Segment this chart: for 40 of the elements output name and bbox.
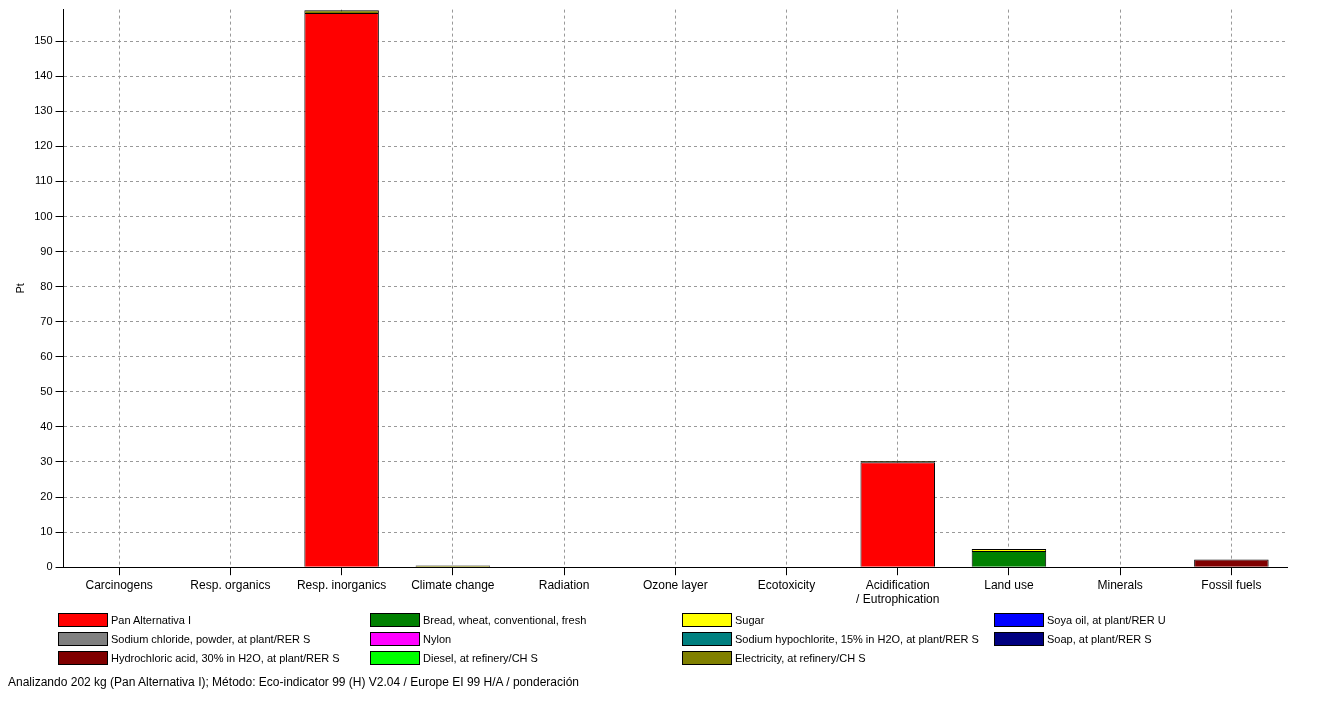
y-tick-label: 70 bbox=[40, 314, 53, 327]
legend-label: Soap, at plant/RER S bbox=[1047, 632, 1152, 645]
y-tick-label: 150 bbox=[34, 34, 53, 47]
y-tick-label: 10 bbox=[40, 525, 53, 538]
y-tick-label: 0 bbox=[46, 560, 53, 573]
y-axis-title: Pt bbox=[13, 283, 26, 294]
x-tick-label: Carcinogens bbox=[85, 577, 153, 592]
legend-label: Sodium hypochlorite, 15% in H2O, at plant/RER S bbox=[735, 632, 979, 645]
y-tick-label: 100 bbox=[34, 209, 53, 222]
text: Analizando 202 kg (Pan Alternativa I); Método: Eco-indicator 99 (H) V2.04 / Europe EI 99 H/A / ponderación bbox=[8, 675, 580, 689]
x-tick-label: Land use bbox=[984, 577, 1034, 592]
legend-label: Hydrochloric acid, 30% in H2O, at plant/RER S bbox=[111, 651, 340, 664]
x-tick-label: Ozone layer bbox=[642, 577, 708, 592]
x-tick-label: Fossil fuels bbox=[1201, 577, 1262, 592]
x-tick-label: Resp. organics bbox=[190, 577, 271, 592]
y-tick-label: 80 bbox=[40, 279, 53, 292]
x-tick-label: Radiation bbox=[538, 577, 590, 592]
legend-label: Diesel, at refinery/CH S bbox=[423, 651, 538, 664]
y-tick-label: 50 bbox=[40, 384, 53, 397]
y-tick-label: 40 bbox=[40, 419, 53, 432]
legend-label: Electricity, at refinery/CH S bbox=[735, 651, 866, 664]
x-tick-label: Acidification / Eutrophication bbox=[856, 577, 940, 607]
y-tick-label: 90 bbox=[40, 244, 53, 257]
x-tick-label: Ecotoxicity bbox=[757, 577, 816, 592]
y-tick-label: 30 bbox=[40, 455, 53, 468]
legend-label: Pan Alternativa I bbox=[111, 613, 192, 626]
y-tick-label: 60 bbox=[40, 349, 53, 362]
legend-label: Bread, wheat, conventional, fresh bbox=[423, 613, 587, 626]
y-tick-label: 140 bbox=[34, 69, 53, 82]
x-tick-label: Climate change bbox=[411, 577, 495, 592]
x-tick-label: Resp. inorganics bbox=[296, 577, 387, 592]
y-tick-label: 20 bbox=[40, 490, 53, 503]
legend-label: Sugar bbox=[735, 613, 765, 626]
legend-label: Sodium chloride, powder, at plant/RER S bbox=[111, 632, 311, 645]
y-tick-label: 110 bbox=[35, 174, 53, 187]
legend-label: Soya oil, at plant/RER U bbox=[1047, 613, 1166, 626]
y-tick-label: 120 bbox=[34, 139, 53, 152]
x-tick-label: Minerals bbox=[1097, 577, 1143, 592]
legend-label: Nylon bbox=[423, 632, 452, 645]
y-tick-label: 130 bbox=[34, 104, 53, 117]
